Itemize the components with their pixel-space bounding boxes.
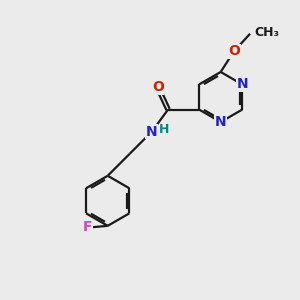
- Text: F: F: [82, 220, 92, 234]
- Text: N: N: [215, 115, 226, 129]
- Text: H: H: [159, 123, 169, 136]
- Text: N: N: [146, 124, 158, 139]
- Text: O: O: [152, 80, 164, 94]
- Text: CH₃: CH₃: [254, 26, 280, 39]
- Text: O: O: [228, 44, 240, 58]
- Text: N: N: [236, 77, 248, 92]
